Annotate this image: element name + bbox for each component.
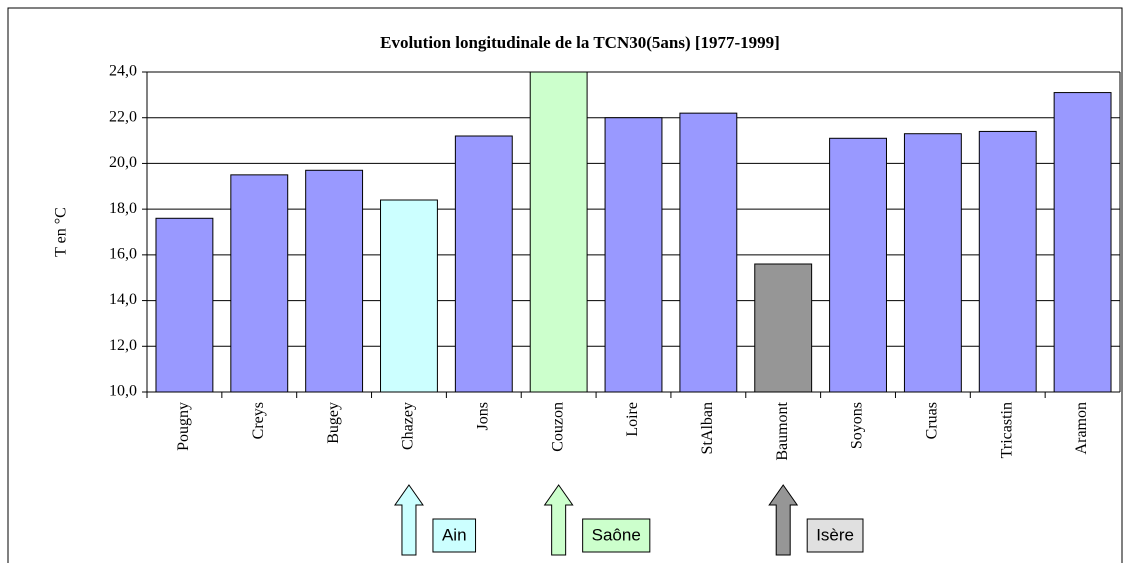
- x-tick-label: Pougny: [175, 402, 192, 451]
- x-tick-label: Cruas: [924, 402, 941, 439]
- x-tick-label: Creys: [250, 402, 267, 439]
- x-tick-label: Aramon: [1073, 402, 1090, 454]
- y-tick-label: 14,0: [109, 291, 137, 308]
- x-tick-label: StAlban: [699, 402, 716, 454]
- arrow: [543, 484, 574, 556]
- x-tick-label: Jons: [474, 402, 491, 430]
- y-tick-label: 10,0: [109, 383, 137, 400]
- y-tick-label: 12,0: [109, 337, 137, 354]
- arrow: [768, 484, 799, 556]
- bar: [230, 174, 289, 393]
- bar: [829, 137, 887, 393]
- bar: [754, 263, 813, 393]
- y-axis-label: T en °C: [53, 207, 70, 257]
- x-tick-label: Baumont: [774, 401, 791, 460]
- annotation-label: Isère: [816, 525, 854, 544]
- annotation-box: [582, 518, 651, 553]
- x-tick-label: Tricastin: [998, 402, 1015, 458]
- annotation-label: Saône: [592, 525, 641, 544]
- chart-title: Evolution longitudinale de la TCN30(5ans…: [380, 33, 780, 52]
- y-tick-label: 16,0: [109, 246, 137, 263]
- y-tick-label: 24,0: [109, 63, 137, 80]
- bar: [1053, 92, 1112, 393]
- y-tick-label: 18,0: [109, 200, 137, 217]
- bar: [529, 71, 588, 393]
- y-tick-label: 20,0: [109, 154, 137, 171]
- bar: [978, 130, 1037, 393]
- x-tick-label: Loire: [624, 402, 641, 437]
- bar: [155, 217, 214, 393]
- bar: [679, 112, 738, 393]
- x-tick-label: Soyons: [849, 402, 866, 449]
- y-tick-label: 22,0: [109, 108, 137, 125]
- annotation-label: Ain: [442, 525, 467, 544]
- annotation-box: [432, 518, 477, 553]
- bar: [903, 133, 962, 393]
- bar: [604, 117, 663, 393]
- bar: [454, 135, 513, 393]
- annotation-box: [806, 518, 864, 553]
- arrow: [394, 484, 424, 556]
- bar: [380, 199, 438, 393]
- x-tick-label: Chazey: [400, 402, 417, 450]
- x-tick-label: Bugey: [325, 402, 342, 444]
- x-tick-label: Couzon: [549, 402, 566, 452]
- bar: [305, 169, 364, 393]
